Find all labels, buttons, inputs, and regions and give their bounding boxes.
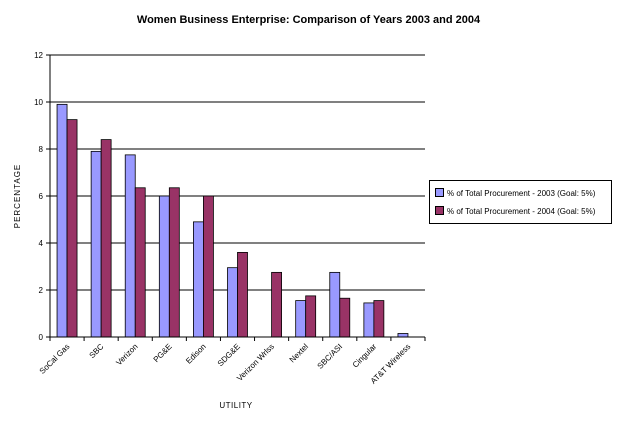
legend: % of Total Procurement - 2003 (Goal: 5%)… xyxy=(429,180,612,224)
x-tick-labels: SoCal Gas SBC Verizon PG&E Edison SDG&EVerizo… xyxy=(38,342,413,386)
y-tick-label: 8 xyxy=(39,145,44,154)
bar-2003 xyxy=(158,195,170,338)
legend-swatch-2003 xyxy=(435,188,444,198)
bar-2003 xyxy=(363,302,375,338)
bar-2004 xyxy=(66,119,78,338)
legend-label-2004: % of Total Procurement - 2004 (Goal: 5%) xyxy=(447,207,596,216)
bar-2004 xyxy=(305,295,317,338)
bar-2004 xyxy=(203,195,214,338)
legend-label-2003: % of Total Procurement - 2003 (Goal: 5%) xyxy=(447,189,596,198)
bars xyxy=(56,103,409,338)
x-axis-label: UTILITY xyxy=(219,401,252,410)
bar-2003 xyxy=(397,333,409,338)
y-axis-label: PERCENTAGE xyxy=(13,164,22,229)
y-tick-label: 10 xyxy=(34,98,43,107)
bar-2004 xyxy=(373,300,385,338)
y-tick-labels: 0 2 4 6 8 10 12 xyxy=(34,51,43,342)
bar-2003 xyxy=(56,103,68,338)
legend-item-2004: % of Total Procurement - 2004 (Goal: 5%) xyxy=(435,205,595,219)
x-tick-label: Edison xyxy=(184,342,208,366)
axes xyxy=(49,55,426,341)
y-tick-label: 4 xyxy=(39,239,44,248)
y-tick-label: 2 xyxy=(39,286,44,295)
bar-2004 xyxy=(237,251,248,338)
x-tick-label: SoCal Gas xyxy=(38,342,72,376)
bar-2003 xyxy=(227,267,238,338)
bar-2004 xyxy=(271,271,282,338)
bar-2004 xyxy=(134,187,146,338)
x-tick-label: SBC xyxy=(88,342,106,360)
bar-2004 xyxy=(168,187,180,338)
x-tick-label: Verizon xyxy=(114,342,139,367)
x-tick-label: Cingular xyxy=(351,342,379,370)
legend-swatch-2004 xyxy=(435,206,444,216)
x-tick-label: SDG&E xyxy=(216,342,242,368)
bar-2003 xyxy=(295,300,307,338)
legend-item-2003: % of Total Procurement - 2003 (Goal: 5%) xyxy=(435,187,595,201)
x-tick-label: Nextel xyxy=(288,342,311,365)
bar-2004 xyxy=(100,139,112,338)
y-tick-label: 0 xyxy=(39,333,44,342)
y-tick-label: 12 xyxy=(34,51,43,60)
bar-2003 xyxy=(329,271,341,338)
bar-2003 xyxy=(90,150,102,338)
chart-title: Women Business Enterprise: Comparison of… xyxy=(136,14,481,26)
bar-2004 xyxy=(339,297,351,338)
bar-2003 xyxy=(124,154,136,338)
y-tick-label: 6 xyxy=(39,192,44,201)
bar-2003 xyxy=(193,221,204,338)
x-tick-label: SBC/ASI xyxy=(315,342,344,371)
x-tick-label: PG&E xyxy=(152,342,174,364)
